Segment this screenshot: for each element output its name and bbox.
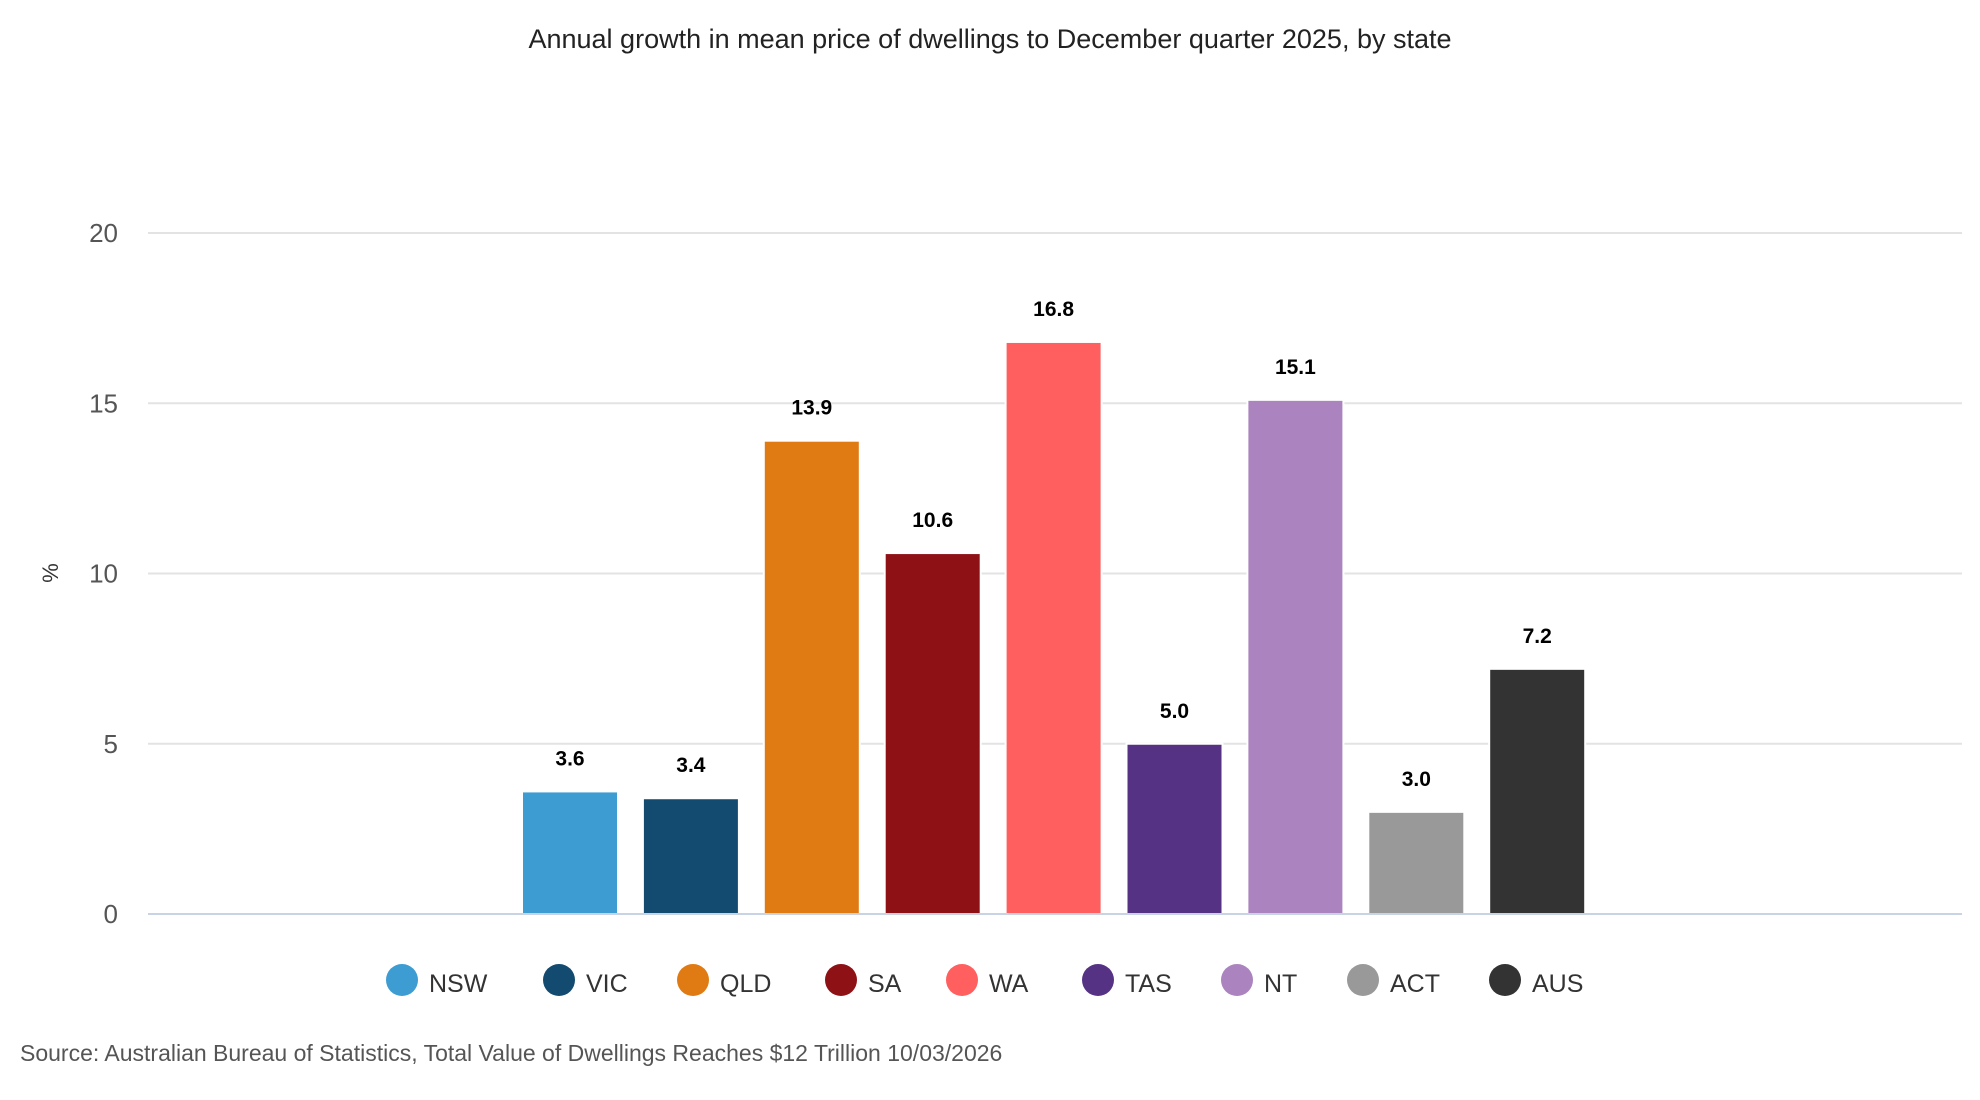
legend: NSW VIC QLD SA WA TAS NT ACT AUS <box>386 964 1583 998</box>
legend-marker-icon <box>946 964 978 996</box>
legend-item-nsw[interactable]: NSW <box>386 964 488 998</box>
y-tick-label: 20 <box>89 218 118 248</box>
data-label-wa: 16.8 <box>1033 298 1074 321</box>
bar-nt[interactable] <box>1246 398 1345 916</box>
data-label-tas: 5.0 <box>1160 700 1189 723</box>
bars <box>521 340 1587 916</box>
y-tick-label: 10 <box>89 559 118 589</box>
data-label-act: 3.0 <box>1402 768 1431 791</box>
legend-item-sa[interactable]: SA <box>825 964 902 998</box>
legend-marker-icon <box>543 964 575 996</box>
bar-aus[interactable] <box>1488 667 1587 916</box>
legend-item-act[interactable]: ACT <box>1347 964 1440 998</box>
data-label-vic: 3.4 <box>676 754 706 777</box>
bar-sa[interactable] <box>883 552 982 915</box>
legend-marker-icon <box>825 964 857 996</box>
legend-label: QLD <box>720 970 771 998</box>
legend-marker-icon <box>1082 964 1114 996</box>
y-tick-label: 15 <box>89 388 118 418</box>
data-label-nsw: 3.6 <box>555 747 584 770</box>
legend-item-vic[interactable]: VIC <box>543 964 628 998</box>
legend-label: ACT <box>1390 970 1440 998</box>
y-tick-label: 5 <box>104 729 118 759</box>
legend-label: AUS <box>1532 970 1583 998</box>
bar-tas[interactable] <box>1125 742 1224 915</box>
legend-marker-icon <box>386 964 418 996</box>
data-label-aus: 7.2 <box>1523 625 1552 648</box>
data-label-nt: 15.1 <box>1275 356 1316 379</box>
bar-vic[interactable] <box>641 797 740 915</box>
data-label-qld: 13.9 <box>791 397 832 420</box>
legend-label: SA <box>868 970 902 998</box>
legend-label: TAS <box>1125 970 1172 998</box>
legend-marker-icon <box>1221 964 1253 996</box>
chart-title: Annual growth in mean price of dwellings… <box>528 24 1451 54</box>
legend-marker-icon <box>1347 964 1379 996</box>
legend-item-tas[interactable]: TAS <box>1082 964 1172 998</box>
legend-marker-icon <box>1489 964 1521 996</box>
legend-item-wa[interactable]: WA <box>946 964 1029 998</box>
data-labels: 3.6 3.4 13.9 10.6 16.8 5.0 15.1 3.0 7.2 <box>555 298 1551 791</box>
bar-qld[interactable] <box>762 439 861 915</box>
y-axis-label: % <box>38 563 63 583</box>
legend-label: NT <box>1264 970 1297 998</box>
legend-item-qld[interactable]: QLD <box>677 964 771 998</box>
y-axis-ticks: 0 5 10 15 20 <box>89 218 118 929</box>
legend-marker-icon <box>677 964 709 996</box>
y-tick-label: 0 <box>104 899 118 929</box>
bar-wa[interactable] <box>1004 340 1103 915</box>
legend-label: WA <box>989 970 1029 998</box>
bar-nsw[interactable] <box>521 790 619 915</box>
data-label-sa: 10.6 <box>912 509 953 532</box>
legend-label: NSW <box>429 970 488 998</box>
legend-item-aus[interactable]: AUS <box>1489 964 1583 998</box>
legend-label: VIC <box>586 970 628 998</box>
source-note: Source: Australian Bureau of Statistics,… <box>20 1040 1002 1066</box>
bar-act[interactable] <box>1367 810 1466 915</box>
legend-item-nt[interactable]: NT <box>1221 964 1297 998</box>
